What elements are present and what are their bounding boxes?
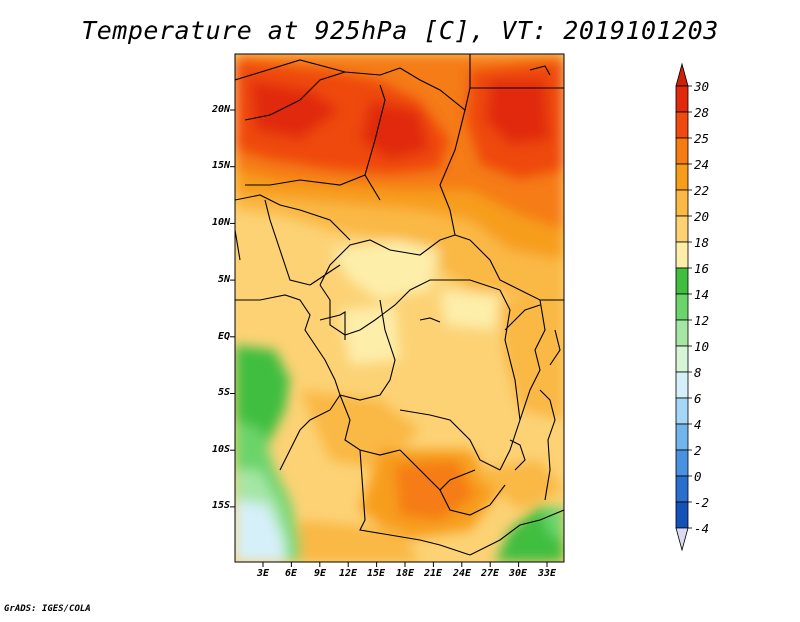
lat-label: 10N — [211, 217, 230, 228]
colorbar-swatch — [675, 189, 689, 217]
lon-label: 27E — [480, 568, 500, 579]
colorbar-swatch — [675, 449, 689, 477]
lon-ticks — [262, 562, 548, 567]
colorbar-swatch — [675, 423, 689, 451]
colorbar-swatch — [675, 85, 689, 113]
colorbar-swatch — [675, 319, 689, 347]
colorbar-swatch — [675, 137, 689, 165]
colorbar-label: 14 — [694, 287, 710, 302]
colorbar-label: 18 — [694, 235, 710, 250]
colorbar-label: 2 — [694, 443, 702, 458]
colorbar-label: 20 — [694, 209, 710, 224]
colorbar-label: 28 — [694, 105, 710, 120]
lat-label: 5S — [217, 387, 230, 398]
lat-ticks — [230, 109, 235, 508]
lat-label: 10S — [211, 444, 230, 455]
colorbar-label: 30 — [694, 79, 710, 94]
colorbar-label: 4 — [694, 417, 702, 432]
lon-label: 21E — [423, 568, 443, 579]
lat-label: 15N — [211, 160, 230, 171]
colorbar-label: 6 — [694, 391, 702, 406]
colorbar-label: 0 — [694, 469, 702, 484]
colorbar-top-arrow — [675, 62, 689, 87]
colorbar-label: 12 — [694, 313, 710, 328]
colorbar-label: 22 — [694, 183, 710, 198]
colorbar-bottom-arrow — [675, 527, 689, 552]
colorbar-label: 10 — [694, 339, 710, 354]
lat-label: 5N — [217, 274, 230, 285]
colorbar-swatch — [675, 475, 689, 503]
lon-label: 6E — [284, 568, 298, 579]
map-frame — [234, 53, 565, 563]
lon-label: 9E — [313, 568, 327, 579]
lat-label: EQ — [217, 331, 230, 342]
colorbar-label: 8 — [694, 365, 702, 380]
temperature-field — [235, 54, 564, 562]
lon-label: 24E — [452, 568, 472, 579]
colorbar-swatch — [675, 267, 689, 295]
colorbar — [675, 62, 692, 552]
chart-title: Temperature at 925hPa [C], VT: 201910120… — [81, 16, 719, 45]
colorbar-swatch — [675, 241, 689, 269]
lon-label: 15E — [366, 568, 386, 579]
colorbar-swatch — [675, 371, 689, 399]
colorbar-label: 16 — [694, 261, 710, 276]
colorbar-swatch — [675, 163, 689, 191]
lat-label: 20N — [211, 104, 230, 115]
footer-credit: GrADS: IGES/COLA — [4, 604, 91, 614]
lon-label: 30E — [508, 568, 528, 579]
colorbar-swatch — [675, 397, 689, 425]
colorbar-swatch — [675, 111, 689, 139]
country-borders — [235, 54, 564, 556]
lat-label: 15S — [211, 500, 230, 511]
lon-label: 33E — [537, 568, 557, 579]
lon-label: 3E — [256, 568, 270, 579]
colorbar-swatch — [675, 345, 689, 373]
lon-label: 12E — [338, 568, 358, 579]
colorbar-label: -2 — [694, 495, 710, 510]
colorbar-swatch — [675, 501, 689, 529]
colorbar-label: -4 — [694, 521, 710, 536]
lon-label: 18E — [395, 568, 415, 579]
colorbar-swatch — [675, 293, 689, 321]
colorbar-label: 25 — [694, 131, 710, 146]
colorbar-swatch — [675, 215, 689, 243]
colorbar-label: 24 — [694, 157, 710, 172]
